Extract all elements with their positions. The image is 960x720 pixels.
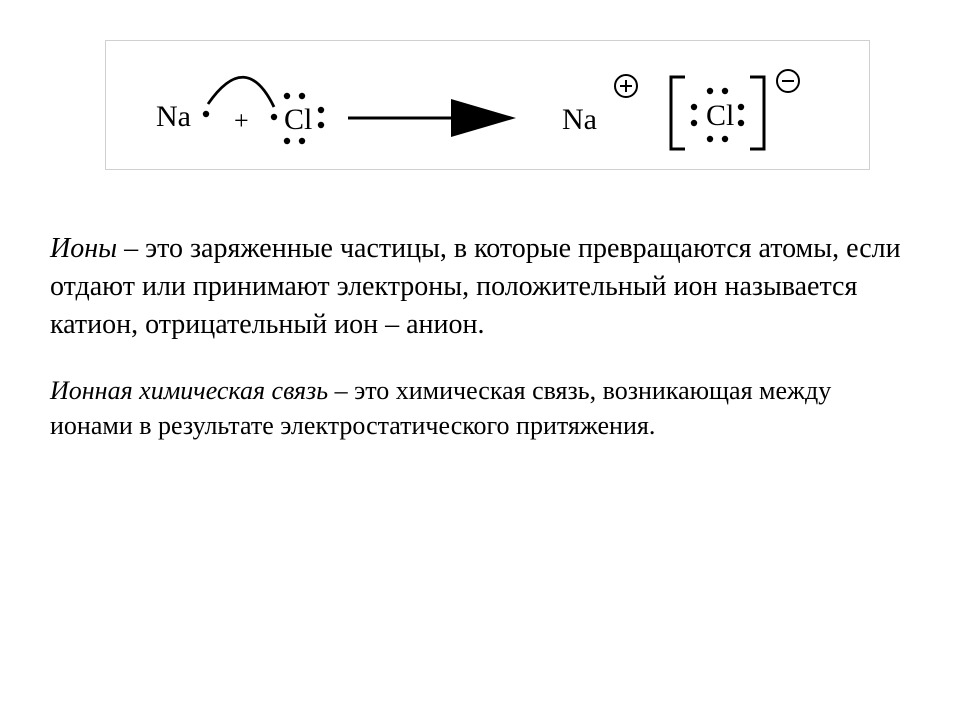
ionic-bond-definition: Ионная химическая связь – это химическая… (50, 373, 910, 443)
bracket-right (750, 77, 764, 149)
cl-right-dot (691, 120, 697, 126)
plus-operator: + (234, 106, 249, 135)
cl-right-dot (738, 104, 744, 110)
cl-right-dot (722, 136, 728, 142)
bracket-left (671, 77, 685, 149)
cl-anion-label: Cl (706, 99, 734, 132)
ion-term: Ионы (50, 233, 117, 264)
cl-left-dot (318, 107, 324, 113)
cl-left-dot (299, 138, 305, 144)
cl-right-dot (722, 88, 728, 94)
cl-left-dot (284, 138, 290, 144)
cl-right-dot (691, 104, 697, 110)
na-cation-label: Na (562, 103, 597, 136)
diagram-svg: Na + Cl Na Cl (106, 41, 866, 171)
cl-right-dot (738, 120, 744, 126)
ion-definition-text: – это заряженные частицы, в которые прев… (50, 233, 901, 340)
cl-left-dot (299, 93, 305, 99)
electron-transfer-arc (208, 77, 274, 107)
ionic-bond-diagram: Na + Cl Na Cl (105, 40, 870, 170)
na-left-label: Na (156, 100, 191, 133)
cl-left-dot (318, 122, 324, 128)
cl-left-label: Cl (284, 103, 312, 136)
reaction-arrow-head (451, 99, 516, 137)
ion-definition: Ионы – это заряженные частицы, в которые… (50, 230, 910, 343)
cl-right-dot (707, 136, 713, 142)
cl-right-dot (707, 88, 713, 94)
ionic-bond-term: Ионная химическая связь (50, 376, 328, 405)
cl-left-dot (271, 114, 277, 120)
plus-charge-sign (620, 80, 632, 92)
cl-left-dot (284, 93, 290, 99)
na-lone-electron (203, 111, 209, 117)
